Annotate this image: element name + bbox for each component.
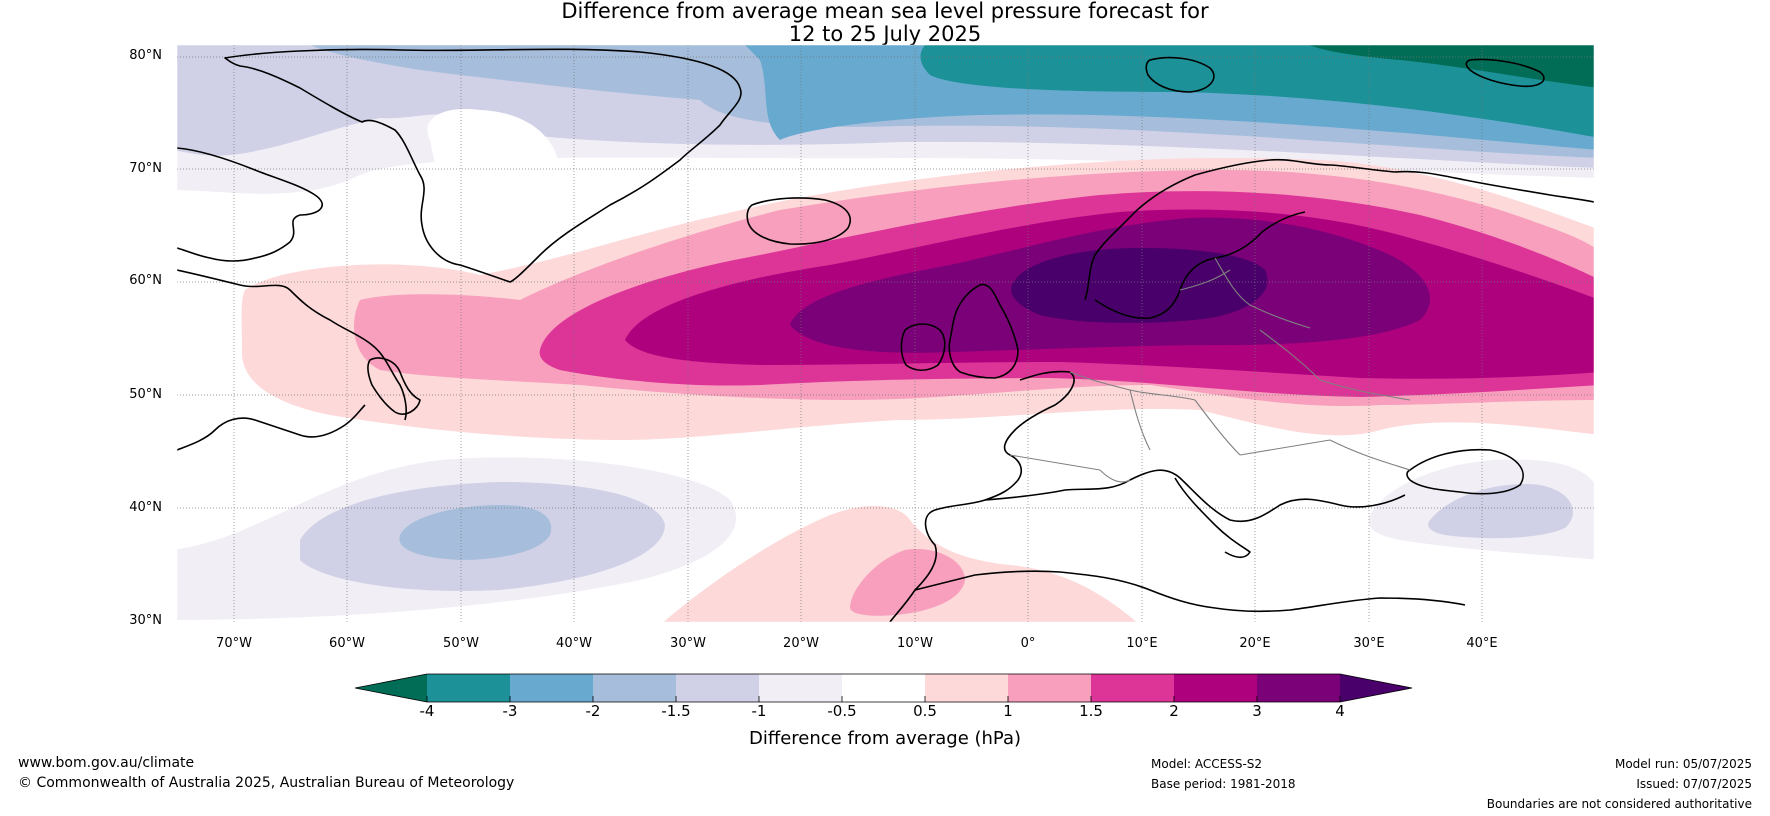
graticule: [177, 45, 1594, 622]
anomaly-blob-greenland: [427, 109, 561, 232]
mediterranean-north-coast: [984, 469, 1406, 523]
colorbar-title: Difference from average (hPa): [748, 728, 1022, 749]
italy-coast: [1174, 477, 1251, 559]
anomaly-morocco-pos-1: [850, 549, 965, 616]
colorbar-tick-label: 1: [1003, 702, 1013, 720]
lon-label-10e: 10°E: [1126, 636, 1158, 651]
footer-base-period: Base period: 1981-2018: [1151, 777, 1296, 791]
coastlines: [177, 48, 1594, 622]
map-frame: [176, 44, 1595, 623]
lat-label-70n: 70°N: [129, 161, 162, 176]
lon-label-0: 0°: [1020, 636, 1036, 651]
black-sea-coast: [1406, 448, 1524, 495]
colorbar-tick-label: 0.5: [913, 702, 937, 720]
anomaly-band-neg-3: [920, 45, 1594, 137]
iceland-coast: [746, 197, 851, 245]
colorbar-segment: [1174, 674, 1257, 702]
lat-label-50n: 50°N: [129, 387, 162, 402]
norway-coast: [1084, 158, 1396, 301]
colorbar-tick-label: -2: [585, 702, 601, 720]
lon-label-20e: 20°E: [1239, 636, 1271, 651]
great-britain-coast: [948, 283, 1019, 379]
anomaly-small-pos-05: [1289, 407, 1332, 432]
colorbar-tick-label: 3: [1252, 702, 1262, 720]
colorbar-segment: [759, 674, 842, 702]
colorbar-tick-label: -4: [419, 702, 435, 720]
colorbar-extension-high: [1340, 674, 1412, 702]
russia-arctic-coast: [1394, 170, 1594, 203]
lon-label-70w: 70°W: [216, 636, 252, 651]
colorbar-segment: [1091, 674, 1174, 702]
lat-label-80n: 80°N: [129, 48, 162, 63]
labrador-coast: [177, 269, 407, 421]
colorbar-tick-label: -0.5: [827, 702, 857, 720]
colorbar-tick-label: 2: [1169, 702, 1179, 720]
novaya-zemlya-coast: [1465, 58, 1545, 88]
canada-arctic-coast: [177, 147, 323, 262]
map-plot-area: [177, 45, 1594, 622]
anomaly-band-pos-4: [1011, 248, 1268, 323]
colorbar-tick-label: -3: [502, 702, 518, 720]
svalbard-coast: [1145, 56, 1215, 93]
colorbar-tick-label: 4: [1335, 702, 1345, 720]
colorbar-tick-label: -1: [751, 702, 767, 720]
lon-label-30w: 30°W: [670, 636, 706, 651]
chart-title: Difference from average mean sea level p…: [0, 0, 1770, 46]
colorbar-segment: [925, 674, 1008, 702]
lat-label-60n: 60°N: [129, 273, 162, 288]
anomaly-band-neg-4: [1309, 45, 1594, 88]
newfoundland-coast: [367, 357, 421, 415]
anomaly-caspian-neg-1: [1428, 484, 1573, 539]
footer-website: www.bom.gov.au/climate: [18, 755, 195, 771]
europe-west-coast: [889, 370, 1075, 622]
title-line-2: 12 to 25 July 2025: [788, 22, 982, 46]
north-america-east-coast: [177, 404, 366, 451]
colorbar-segment: [593, 674, 676, 702]
lon-label-50w: 50°W: [443, 636, 479, 651]
lat-label-30n: 30°N: [129, 613, 162, 628]
greenland-coast: [224, 48, 742, 283]
colorbar-segment: [510, 674, 593, 702]
colorbar-tick-label: -1.5: [661, 702, 691, 720]
lon-label-20w: 20°W: [783, 636, 819, 651]
colorbar-segment: [1008, 674, 1091, 702]
colorbar-tick-label: 1.5: [1079, 702, 1103, 720]
footer-model: Model: ACCESS-S2: [1151, 757, 1263, 771]
anomaly-atlantic-neg-15: [399, 505, 552, 560]
footer-model-run: Model run: 05/07/2025: [1614, 757, 1752, 771]
lon-label-10w: 10°W: [897, 636, 933, 651]
colorbar-extension-low: [355, 674, 427, 702]
footer-disclaimer: Boundaries are not considered authoritat…: [1486, 797, 1752, 811]
colorbar-segment: [1257, 674, 1340, 702]
lon-label-40w: 40°W: [556, 636, 592, 651]
colorbar-segment: [427, 674, 510, 702]
scandinavia-south-coast: [1094, 211, 1306, 320]
colorbar-segment: [676, 674, 759, 702]
footer-issued: Issued: 07/07/2025: [1636, 777, 1752, 791]
lon-label-60w: 60°W: [329, 636, 365, 651]
country-borders: [1009, 257, 1411, 483]
lon-label-30e: 30°E: [1353, 636, 1385, 651]
footer-copyright: © Commonwealth of Australia 2025, Austra…: [18, 775, 515, 791]
north-africa-coast: [914, 570, 1466, 613]
ireland-coast: [900, 323, 946, 372]
lon-label-40e: 40°E: [1466, 636, 1498, 651]
lat-label-40n: 40°N: [129, 500, 162, 515]
title-line-1: Difference from average mean sea level p…: [561, 0, 1209, 23]
colorbar-segment: [842, 674, 925, 702]
